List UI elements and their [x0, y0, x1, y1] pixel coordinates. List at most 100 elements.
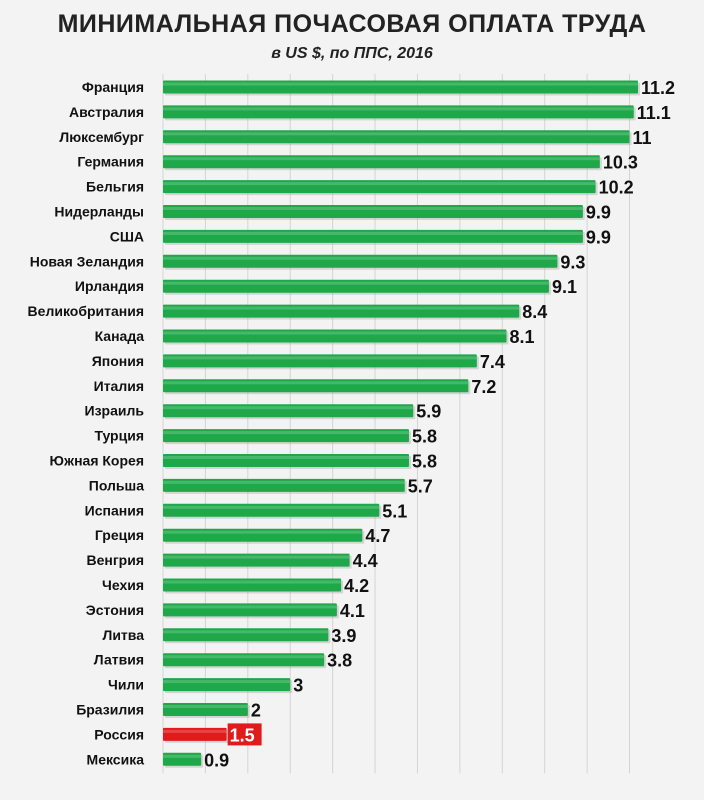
- value-label: 4.4: [353, 551, 378, 571]
- category-label: Венгрия: [86, 552, 144, 568]
- value-label: 5.8: [412, 452, 437, 472]
- value-label: 10.3: [603, 153, 638, 173]
- bar-gloss: [163, 680, 291, 684]
- bar: [163, 603, 337, 617]
- value-label: 2: [251, 701, 261, 721]
- bar-gloss: [163, 107, 634, 111]
- bar-gloss: [163, 182, 596, 186]
- bar: [163, 329, 507, 343]
- category-label: Польша: [89, 477, 144, 493]
- value-label: 3: [293, 676, 303, 696]
- value-label: 9.9: [586, 203, 611, 223]
- value-label: 4.1: [340, 601, 365, 621]
- value-label: 11.1: [637, 103, 671, 123]
- bar: [163, 205, 583, 218]
- bar-gloss: [163, 281, 549, 285]
- category-label: Россия: [94, 726, 144, 742]
- bar-gloss: [163, 431, 409, 435]
- value-label: 5.9: [416, 402, 441, 422]
- category-label: Латвия: [94, 652, 144, 668]
- bar-gloss: [163, 456, 409, 459]
- value-label: 11: [633, 128, 652, 148]
- category-label: Канада: [95, 328, 145, 344]
- category-label: Франция: [82, 79, 144, 95]
- value-label: 7.2: [471, 377, 496, 397]
- bar-gloss: [163, 555, 350, 559]
- category-label: Литва: [103, 627, 145, 643]
- bar-gloss: [163, 580, 342, 584]
- bar: [163, 279, 549, 293]
- bar-gloss: [163, 306, 520, 310]
- bar: [163, 553, 350, 567]
- bar-gloss: [163, 480, 405, 484]
- value-label: 5.1: [382, 501, 407, 521]
- category-label: Япония: [92, 353, 144, 369]
- value-label: 8.1: [510, 327, 535, 347]
- bar: [163, 105, 634, 119]
- bar-gloss: [163, 530, 363, 534]
- bar-gloss: [163, 231, 583, 235]
- bar-gloss: [163, 256, 558, 260]
- bar: [163, 678, 291, 692]
- chart-title: МИНИМАЛЬНАЯ ПОЧАСОВАЯ ОПЛАТА ТРУДА: [57, 10, 647, 38]
- value-label: 3.8: [327, 651, 352, 671]
- bar-gloss: [163, 406, 414, 410]
- bar: [163, 354, 477, 368]
- category-label: Израиль: [85, 403, 145, 419]
- category-label: Германия: [77, 154, 144, 170]
- bar: [163, 628, 329, 642]
- value-label: 9.3: [560, 252, 585, 272]
- chart-subtitle: в US $, по ППС, 2016: [271, 45, 433, 62]
- category-label: Бельгия: [86, 179, 144, 195]
- bar-gloss: [163, 207, 583, 210]
- bar-gloss: [163, 655, 325, 659]
- bar: [163, 752, 202, 766]
- value-label: 1.5: [230, 725, 255, 745]
- category-label: Испания: [85, 502, 144, 518]
- bar: [163, 503, 380, 517]
- value-label: 0.9: [204, 750, 229, 770]
- bar: [163, 254, 558, 268]
- bar-gloss: [163, 381, 469, 385]
- bar-gloss: [163, 729, 227, 733]
- category-label: США: [110, 228, 144, 244]
- category-label: Эстония: [86, 602, 144, 618]
- category-label: Чехия: [102, 577, 144, 593]
- category-label: Новая Зеландия: [30, 253, 144, 269]
- bar-gloss: [163, 505, 380, 509]
- category-label: Турция: [94, 428, 144, 444]
- bar: [163, 130, 630, 144]
- bar-gloss: [163, 331, 507, 335]
- category-label: Великобритания: [28, 303, 144, 319]
- labels: Франция 11.2 Австралия 11.1 Люксембург 11 Герм…: [28, 78, 676, 770]
- bar-gloss: [163, 132, 630, 136]
- bar: [163, 229, 583, 243]
- value-label: 4.2: [344, 576, 369, 596]
- bar: [163, 155, 600, 169]
- bar: [163, 653, 325, 667]
- category-label: Мексика: [87, 751, 145, 767]
- category-label: Бразилия: [76, 702, 144, 718]
- category-label: Нидерланды: [54, 204, 144, 220]
- value-label: 3.9: [331, 626, 356, 646]
- bar: [163, 727, 227, 741]
- category-label: Южная Корея: [50, 453, 144, 469]
- value-label: 10.2: [599, 178, 634, 198]
- value-label: 5.8: [412, 427, 437, 447]
- value-label: 8.4: [522, 302, 547, 322]
- bar: [163, 180, 596, 194]
- category-label: Италия: [94, 378, 144, 394]
- bar: [163, 80, 638, 94]
- bar-gloss: [163, 356, 477, 360]
- category-label: Греция: [95, 527, 144, 543]
- bar-gloss: [163, 82, 638, 86]
- category-label: Люксембург: [59, 129, 144, 145]
- value-label: 9.9: [586, 227, 611, 247]
- bar-gloss: [163, 157, 600, 161]
- highlight-label-bg: [227, 723, 262, 746]
- bars: [163, 80, 640, 768]
- bar: [163, 429, 409, 443]
- bar: [163, 404, 414, 418]
- bar: [163, 703, 248, 716]
- bar: [163, 578, 342, 592]
